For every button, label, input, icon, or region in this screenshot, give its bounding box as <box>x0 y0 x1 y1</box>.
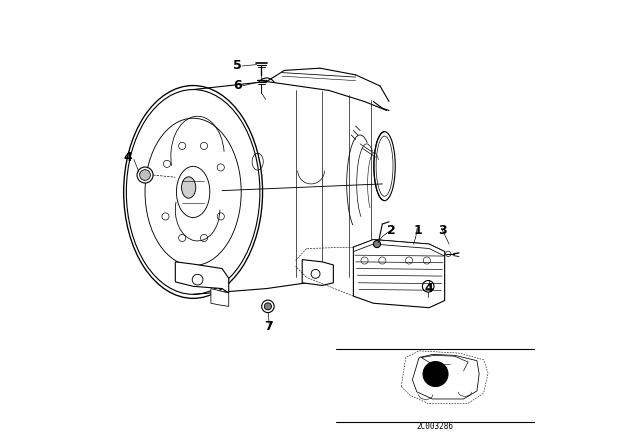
Circle shape <box>264 303 271 310</box>
Circle shape <box>262 300 274 313</box>
Text: 4: 4 <box>425 282 433 295</box>
Text: 5: 5 <box>233 60 242 73</box>
Polygon shape <box>412 354 479 399</box>
Text: 4: 4 <box>124 151 132 164</box>
Text: 2: 2 <box>387 224 396 237</box>
Circle shape <box>423 362 448 387</box>
Polygon shape <box>302 260 333 285</box>
Ellipse shape <box>182 177 196 198</box>
Text: 7: 7 <box>264 320 273 333</box>
Polygon shape <box>353 240 445 256</box>
Circle shape <box>137 167 153 183</box>
Text: 1: 1 <box>413 224 422 237</box>
Text: 2C003286: 2C003286 <box>416 422 453 431</box>
Text: 6: 6 <box>234 79 242 92</box>
Polygon shape <box>175 262 228 293</box>
Circle shape <box>140 170 150 181</box>
Polygon shape <box>211 289 228 306</box>
Polygon shape <box>353 240 445 308</box>
Circle shape <box>373 241 381 248</box>
Text: 3: 3 <box>438 224 447 237</box>
